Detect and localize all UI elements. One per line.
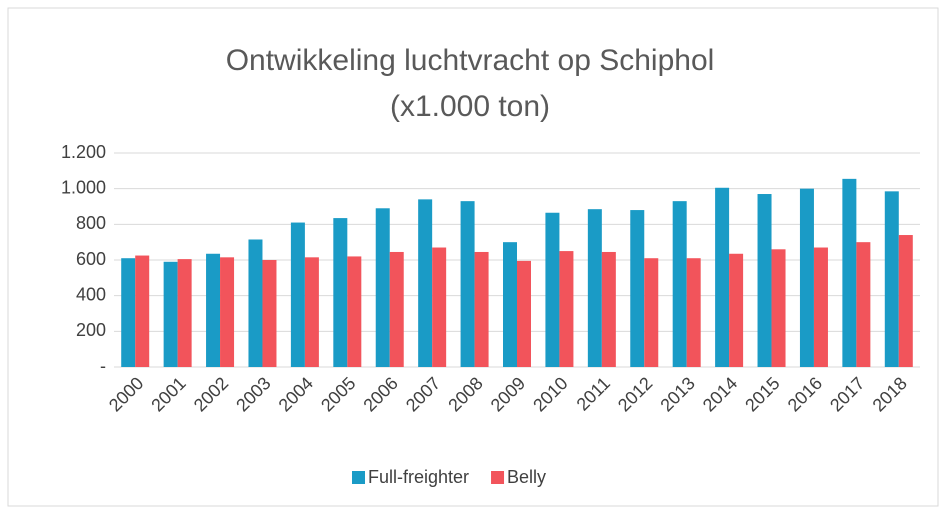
bar xyxy=(799,188,814,367)
bar xyxy=(503,242,517,367)
y-tick-label: 1.000 xyxy=(61,177,106,197)
chart-title: Ontwikkeling luchtvracht op Schiphol (x1… xyxy=(225,44,715,123)
bar xyxy=(177,259,192,367)
legend-swatch xyxy=(491,471,505,484)
bar xyxy=(630,210,645,367)
bar xyxy=(220,257,235,367)
bar xyxy=(686,258,701,367)
y-tick-label: 800 xyxy=(76,213,106,233)
x-tick-label: 2009 xyxy=(487,373,529,415)
x-tick-label: 2005 xyxy=(317,373,359,415)
x-tick-label: 2008 xyxy=(444,373,486,415)
bar xyxy=(545,212,560,367)
bar xyxy=(290,222,305,367)
x-tick-label: 2012 xyxy=(614,373,656,415)
bar xyxy=(771,249,786,367)
bar xyxy=(121,258,136,367)
chart-frame xyxy=(7,7,939,507)
x-tick-label: 2018 xyxy=(869,373,911,415)
legend-label: Full-freighter xyxy=(368,467,469,487)
bar xyxy=(813,247,828,367)
bar xyxy=(884,191,899,367)
x-tick-label: 2001 xyxy=(147,373,189,415)
x-tick-label: 2003 xyxy=(232,373,274,415)
bar xyxy=(517,260,531,367)
bar xyxy=(715,187,730,367)
x-tick-label: 2002 xyxy=(190,373,232,415)
x-tick-label: 2004 xyxy=(275,373,317,415)
bar xyxy=(587,209,602,367)
bar xyxy=(375,208,390,367)
bar xyxy=(262,260,277,367)
bar xyxy=(559,251,574,367)
bar xyxy=(856,242,871,367)
x-tick-label: 2011 xyxy=(573,373,615,415)
bar xyxy=(163,261,178,367)
bar xyxy=(644,258,659,367)
x-tick-label: 2016 xyxy=(784,373,826,415)
y-tick-label: - xyxy=(100,356,106,376)
bar xyxy=(460,201,475,367)
x-tick-label: 2013 xyxy=(656,373,698,415)
bar xyxy=(474,251,489,367)
bar xyxy=(304,257,319,367)
bar xyxy=(135,255,150,367)
bar xyxy=(248,239,263,367)
bar xyxy=(842,178,857,367)
bar xyxy=(347,256,362,367)
x-tick-label: 2017 xyxy=(826,373,868,415)
y-tick-label: 400 xyxy=(76,284,106,304)
bar xyxy=(418,199,433,367)
x-tick-label: 2015 xyxy=(741,373,783,415)
bar xyxy=(432,247,447,367)
y-tick-label: 200 xyxy=(76,320,106,340)
x-tick-label: 2006 xyxy=(359,373,401,415)
y-tick-label: 1.200 xyxy=(61,142,106,162)
bar xyxy=(389,251,404,367)
legend-swatch xyxy=(352,471,365,484)
y-tick-label: 600 xyxy=(76,249,106,269)
legend-label: Belly xyxy=(507,467,546,487)
x-tick-label: 2010 xyxy=(529,373,571,415)
x-tick-label: 2000 xyxy=(105,373,147,415)
bar xyxy=(757,194,772,367)
bar xyxy=(672,201,687,367)
bar xyxy=(206,253,221,367)
x-tick-label: 2007 xyxy=(402,373,444,415)
bar xyxy=(729,253,744,367)
bar xyxy=(333,218,348,367)
bar xyxy=(898,235,913,367)
bar xyxy=(601,251,616,367)
x-tick-label: 2014 xyxy=(699,373,741,415)
